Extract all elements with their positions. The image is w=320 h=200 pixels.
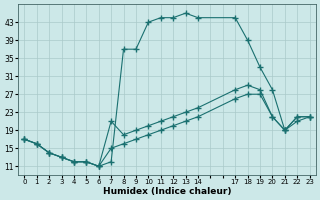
X-axis label: Humidex (Indice chaleur): Humidex (Indice chaleur) [103,187,231,196]
